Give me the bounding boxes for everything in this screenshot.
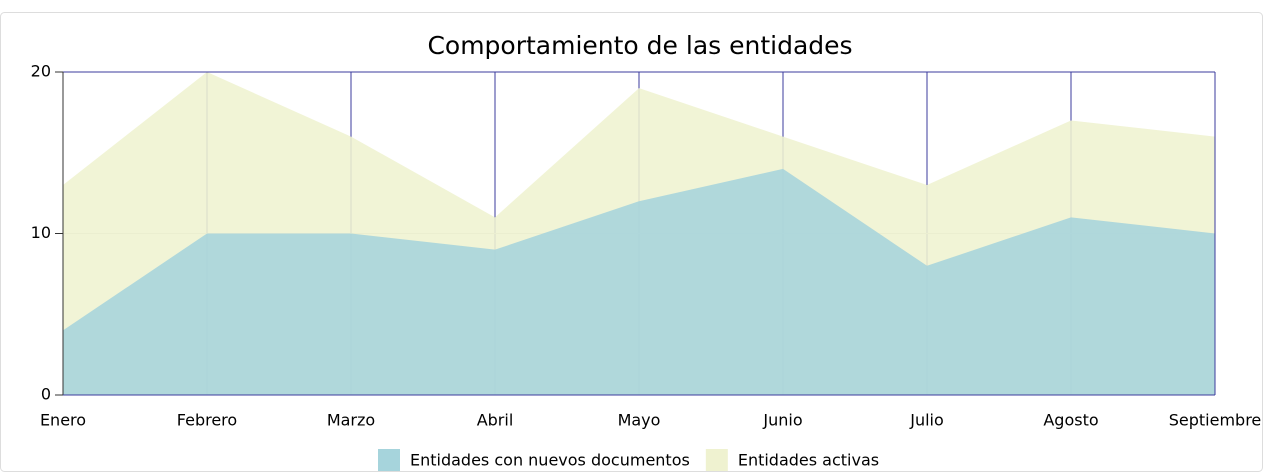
chart-title: Comportamiento de las entidades	[427, 31, 852, 60]
x-tick-label: Septiembre	[1169, 411, 1262, 430]
x-tick-label: Mayo	[618, 411, 661, 430]
legend-swatch	[705, 449, 728, 471]
x-tick-label: Febrero	[177, 411, 237, 430]
y-tick-label: 20	[31, 62, 51, 81]
x-tick-label: Julio	[909, 411, 944, 430]
legend-label: Entidades con nuevos documentos	[410, 451, 690, 470]
x-tick-label: Marzo	[327, 411, 375, 430]
x-tick-label: Junio	[762, 411, 802, 430]
x-tick-label: Agosto	[1043, 411, 1098, 430]
legend-swatch	[378, 449, 400, 471]
area	[63, 168, 1215, 395]
y-tick-label: 10	[31, 223, 51, 242]
x-tick-label: Abril	[477, 411, 514, 430]
x-tick-label: Enero	[40, 411, 86, 430]
y-tick-label: 0	[41, 385, 51, 404]
legend-label: Entidades activas	[738, 451, 879, 470]
